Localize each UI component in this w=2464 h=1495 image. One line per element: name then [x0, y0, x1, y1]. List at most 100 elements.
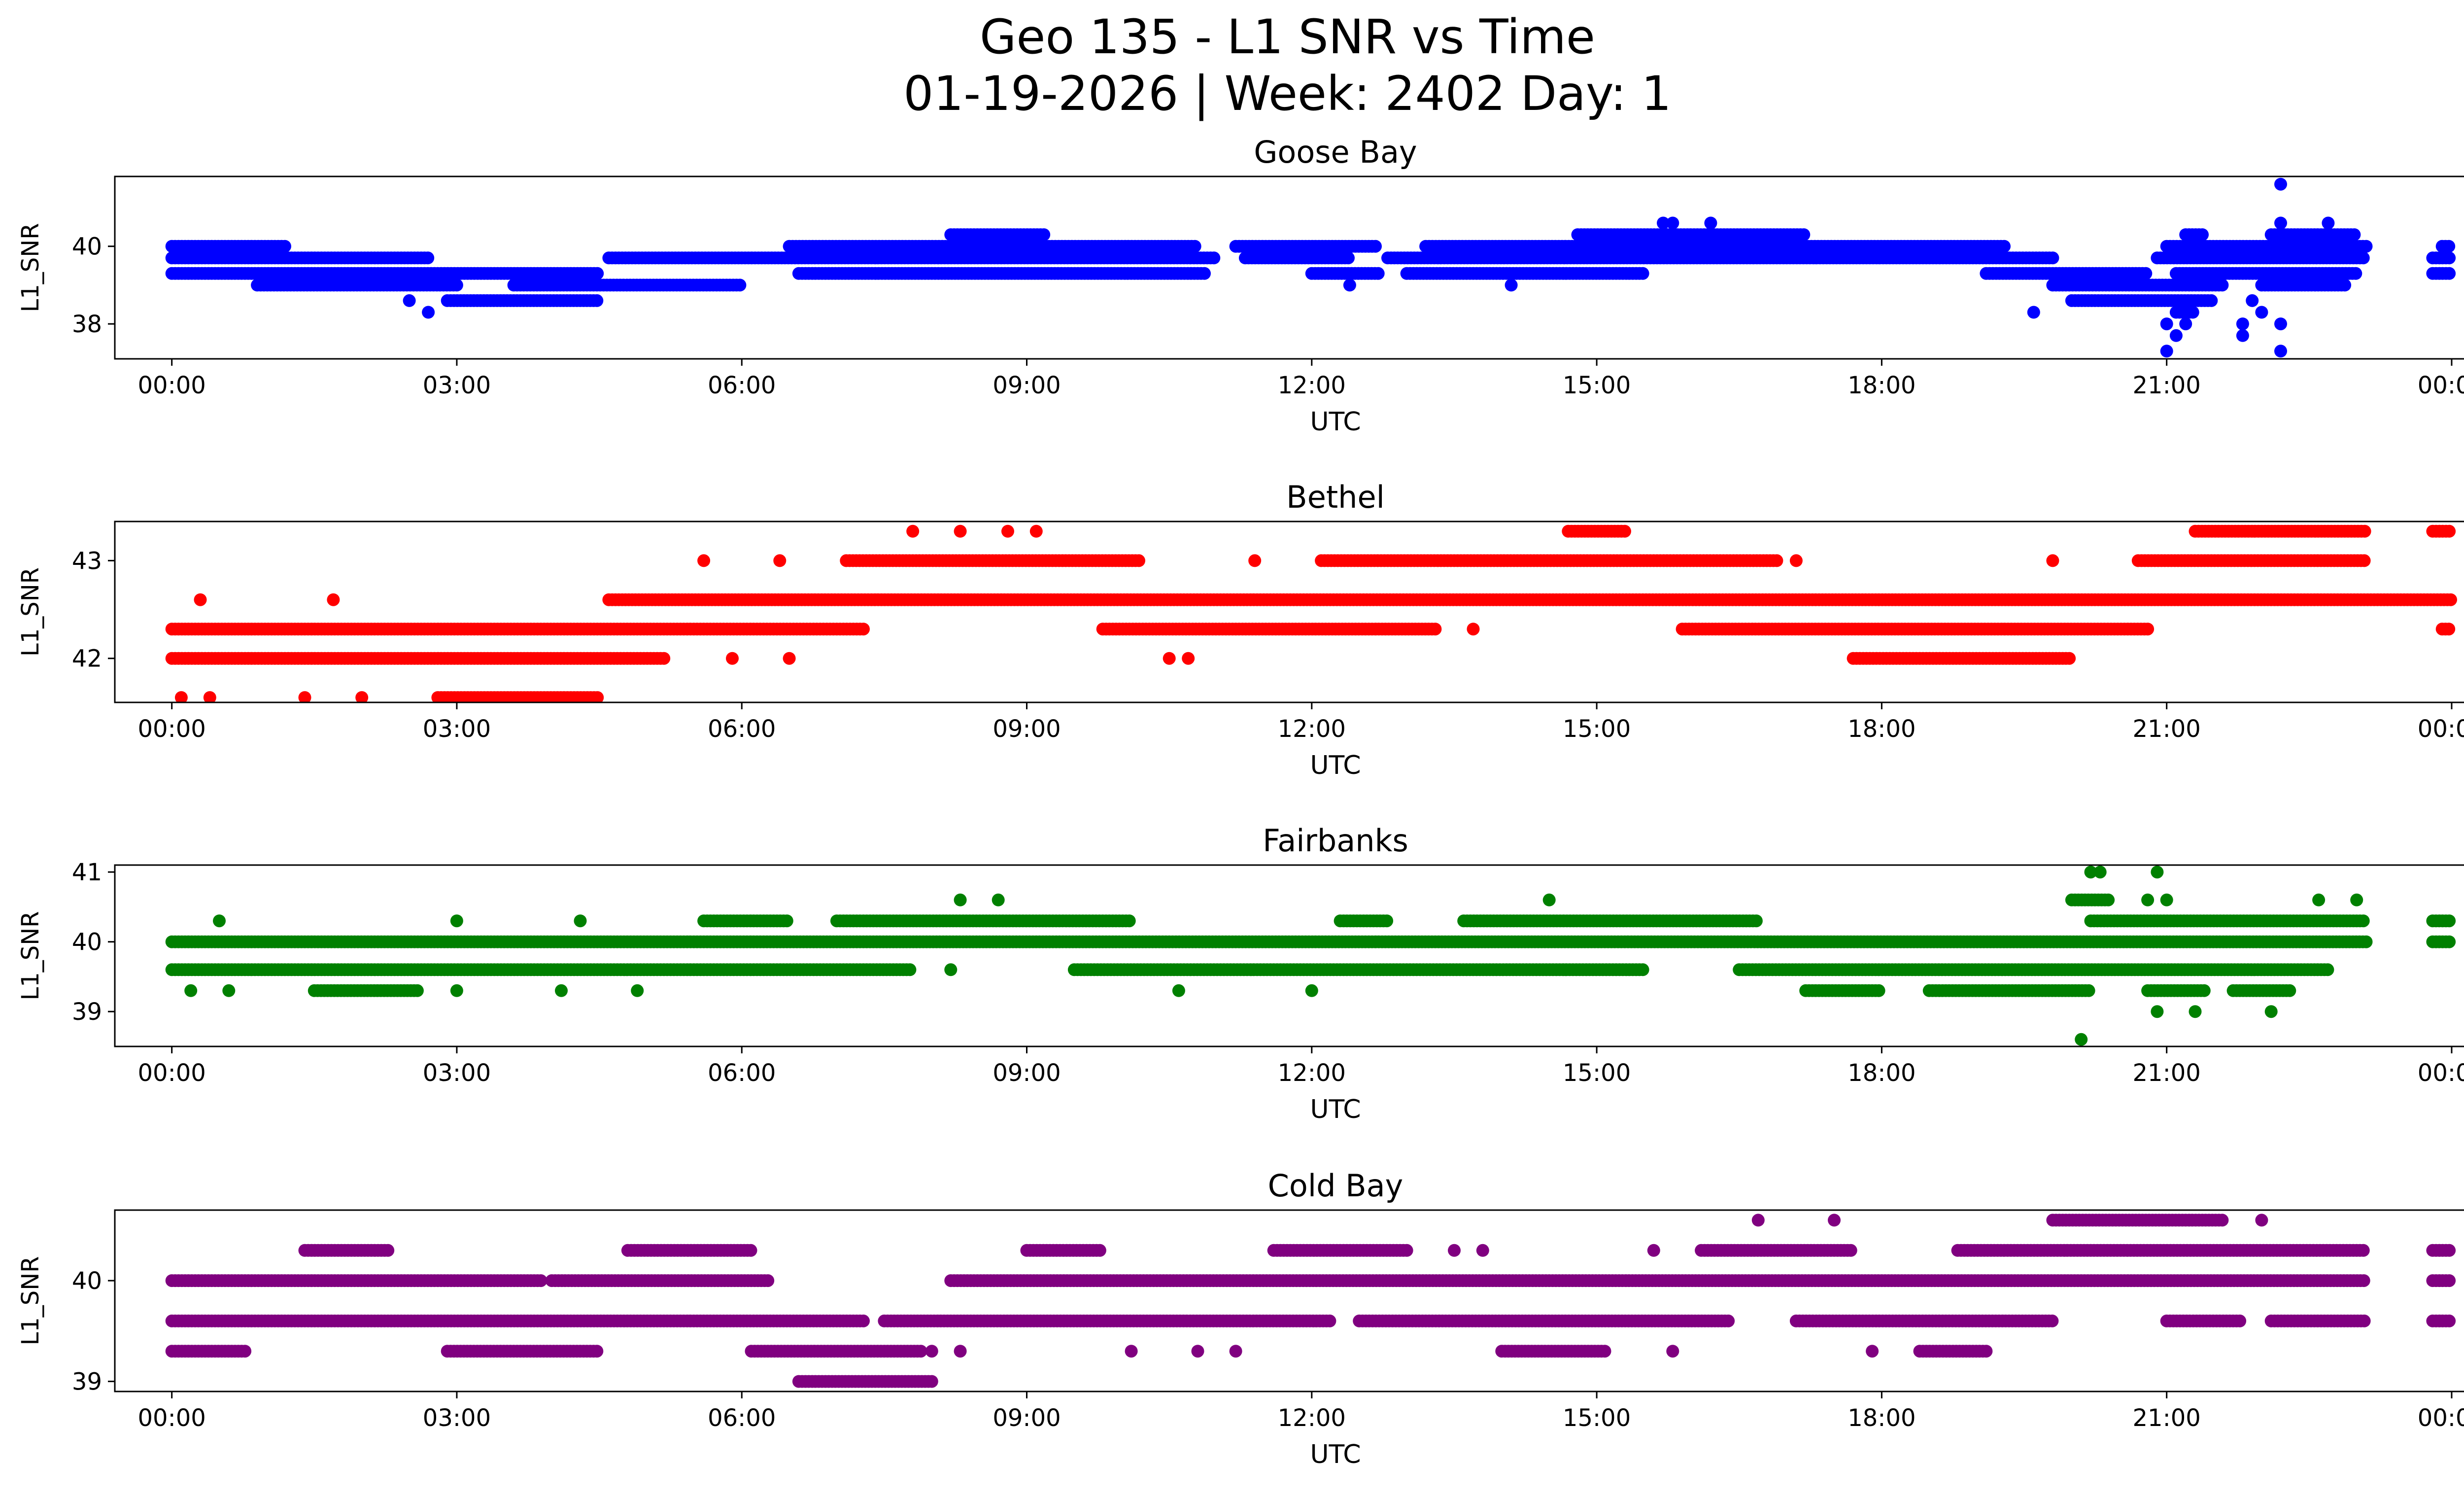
- data-point: [422, 306, 435, 319]
- data-point: [2360, 240, 2373, 253]
- data-point: [1636, 963, 1649, 976]
- data-point: [450, 278, 463, 292]
- data-point: [2046, 554, 2059, 567]
- data-point: [327, 593, 340, 606]
- data-point: [1618, 524, 1631, 538]
- data-point: [1198, 267, 1211, 280]
- x-tick-label: 03:00: [423, 715, 491, 743]
- data-points: [165, 524, 2457, 702]
- data-point: [1342, 251, 1355, 265]
- data-point: [1248, 554, 1262, 567]
- data-point: [1467, 623, 1480, 636]
- data-point: [1163, 652, 1176, 665]
- y-tick-label: 38: [72, 311, 102, 338]
- data-point: [278, 240, 291, 253]
- figure-title-line1: Geo 135 - L1 SNR vs Time: [980, 9, 1595, 65]
- data-point: [1666, 216, 1679, 230]
- x-tick-label: 18:00: [1848, 372, 1916, 399]
- y-axis-label: L1_SNR: [17, 223, 44, 312]
- data-point: [2443, 267, 2456, 280]
- data-point: [733, 278, 747, 292]
- x-tick-label: 09:00: [992, 715, 1061, 743]
- data-point: [2358, 554, 2371, 567]
- x-tick-label: 00:00: [2418, 715, 2464, 743]
- y-tick-label: 43: [72, 547, 102, 575]
- data-point: [857, 623, 870, 636]
- y-axis-label: L1_SNR: [17, 567, 44, 657]
- data-point: [421, 251, 435, 265]
- data-point: [1343, 278, 1356, 292]
- data-point: [2179, 317, 2192, 331]
- data-point: [1188, 240, 1201, 253]
- data-point: [2443, 251, 2456, 265]
- data-point: [1371, 267, 1385, 280]
- subplot-title: Goose Bay: [1254, 134, 1417, 170]
- data-point: [203, 691, 216, 702]
- data-point: [2348, 228, 2361, 242]
- axes-frame: [114, 521, 2464, 703]
- x-tick-label: 06:00: [708, 372, 776, 399]
- data-point: [1636, 267, 1649, 280]
- x-axis-label: UTC: [1310, 751, 1361, 780]
- data-point: [194, 593, 207, 606]
- data-point: [1037, 228, 1051, 242]
- x-tick-label: 00:00: [137, 372, 205, 399]
- data-point: [2236, 317, 2249, 331]
- data-point: [591, 691, 604, 702]
- data-point: [355, 691, 369, 702]
- data-point: [1797, 228, 1811, 242]
- x-tick-label: 03:00: [423, 372, 491, 399]
- data-points: [165, 866, 2456, 1046]
- data-point: [2274, 216, 2287, 230]
- x-tick-label: 21:00: [2133, 372, 2201, 399]
- data-point: [1998, 240, 2011, 253]
- data-point: [2141, 623, 2155, 636]
- x-tick-label: 12:00: [1278, 372, 1346, 399]
- data-point: [657, 652, 671, 665]
- data-point: [174, 691, 188, 702]
- data-point: [1429, 623, 1442, 636]
- data-point: [726, 652, 739, 665]
- data-point: [783, 652, 796, 665]
- data-point: [2046, 251, 2059, 265]
- data-point: [2082, 984, 2095, 997]
- data-point: [591, 267, 604, 280]
- data-point: [1872, 984, 1885, 997]
- x-tick-label: 15:00: [1563, 715, 1631, 743]
- data-point: [2186, 306, 2199, 319]
- data-point: [298, 691, 311, 702]
- data-point: [2357, 251, 2370, 265]
- data-point: [1657, 216, 1670, 230]
- x-tick-label: 00:00: [2418, 372, 2464, 399]
- axes-frame: [114, 175, 2464, 360]
- data-point: [1369, 240, 1382, 253]
- data-point: [954, 524, 967, 538]
- data-point: [944, 963, 958, 976]
- data-points: [165, 177, 2456, 358]
- data-point: [1789, 554, 1803, 567]
- data-point: [2063, 652, 2076, 665]
- data-point: [2443, 524, 2456, 538]
- data-point: [2274, 345, 2287, 358]
- data-point: [2338, 278, 2352, 292]
- data-point: [1505, 278, 1518, 292]
- data-point: [2322, 216, 2335, 230]
- data-point: [906, 524, 920, 538]
- data-point: [1029, 524, 1043, 538]
- data-point: [411, 984, 424, 997]
- data-point: [2442, 240, 2456, 253]
- data-point: [2349, 267, 2362, 280]
- data-point: [1770, 554, 1783, 567]
- x-tick-label: 00:00: [137, 715, 205, 743]
- data-point: [2246, 294, 2259, 307]
- data-point: [2442, 623, 2456, 636]
- data-point: [697, 554, 711, 567]
- y-tick-label: 40: [72, 233, 102, 261]
- data-point: [2205, 294, 2218, 307]
- data-point: [2274, 177, 2287, 191]
- data-point: [2255, 306, 2268, 319]
- data-point: [1001, 524, 1014, 538]
- data-point: [1132, 554, 1145, 567]
